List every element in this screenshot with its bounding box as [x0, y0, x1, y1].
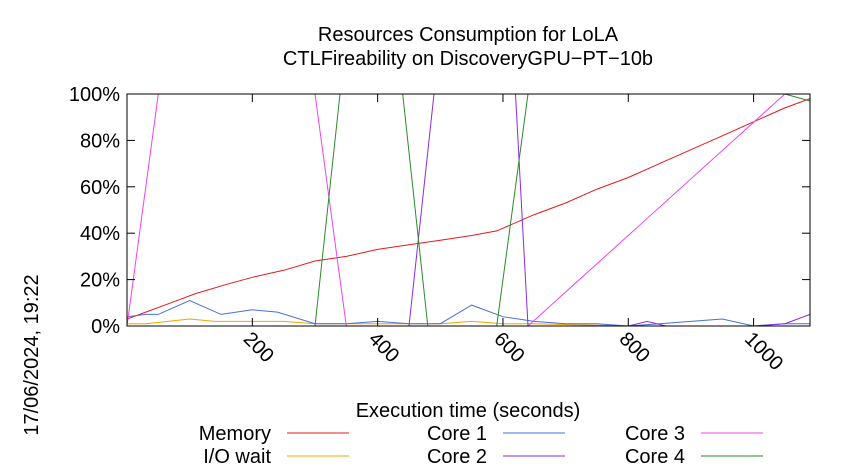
series-layer	[126, 93, 811, 327]
chart-subtitle: CTLFireability on DiscoveryGPU−PT−10b	[283, 48, 653, 70]
y-tick-label: 0%	[91, 316, 120, 338]
x-tick-label: 400	[364, 328, 403, 367]
legend-label-core-2: Core 2	[427, 446, 487, 468]
series-line-core-2	[127, 93, 811, 327]
series-line-core-3	[126, 93, 810, 327]
x-tick-label: 800	[615, 328, 654, 367]
y-tick-label: 80%	[80, 130, 120, 152]
x-axis-label: Execution time (seconds)	[356, 400, 581, 422]
series-line-core-4	[127, 93, 811, 327]
y-axis: 0% 20% 40% 60% 80% 100%	[69, 84, 810, 338]
legend-label-core-1: Core 1	[427, 423, 487, 445]
x-tick-label: 1000	[740, 328, 787, 375]
x-tick-label: 600	[489, 328, 528, 367]
x-tick-label: 200	[239, 328, 278, 367]
y-tick-label: 60%	[80, 177, 120, 199]
legend-label-core-3: Core 3	[625, 423, 685, 445]
legend-label-core-4: Core 4	[625, 446, 685, 468]
series-line-memory	[126, 98, 811, 320]
series-line-core-1	[126, 299, 810, 327]
plot-frame	[126, 93, 811, 327]
timestamp-label: 17/06/2024, 19:22	[21, 274, 43, 435]
y-tick-label: 20%	[80, 270, 120, 292]
legend-label-i-o-wait: I/O wait	[203, 446, 271, 468]
legend-label-memory: Memory	[199, 423, 271, 445]
chart-title: Resources Consumption for LoLA	[318, 24, 619, 46]
y-tick-label: 100%	[69, 84, 120, 106]
y-tick-label: 40%	[80, 223, 120, 245]
